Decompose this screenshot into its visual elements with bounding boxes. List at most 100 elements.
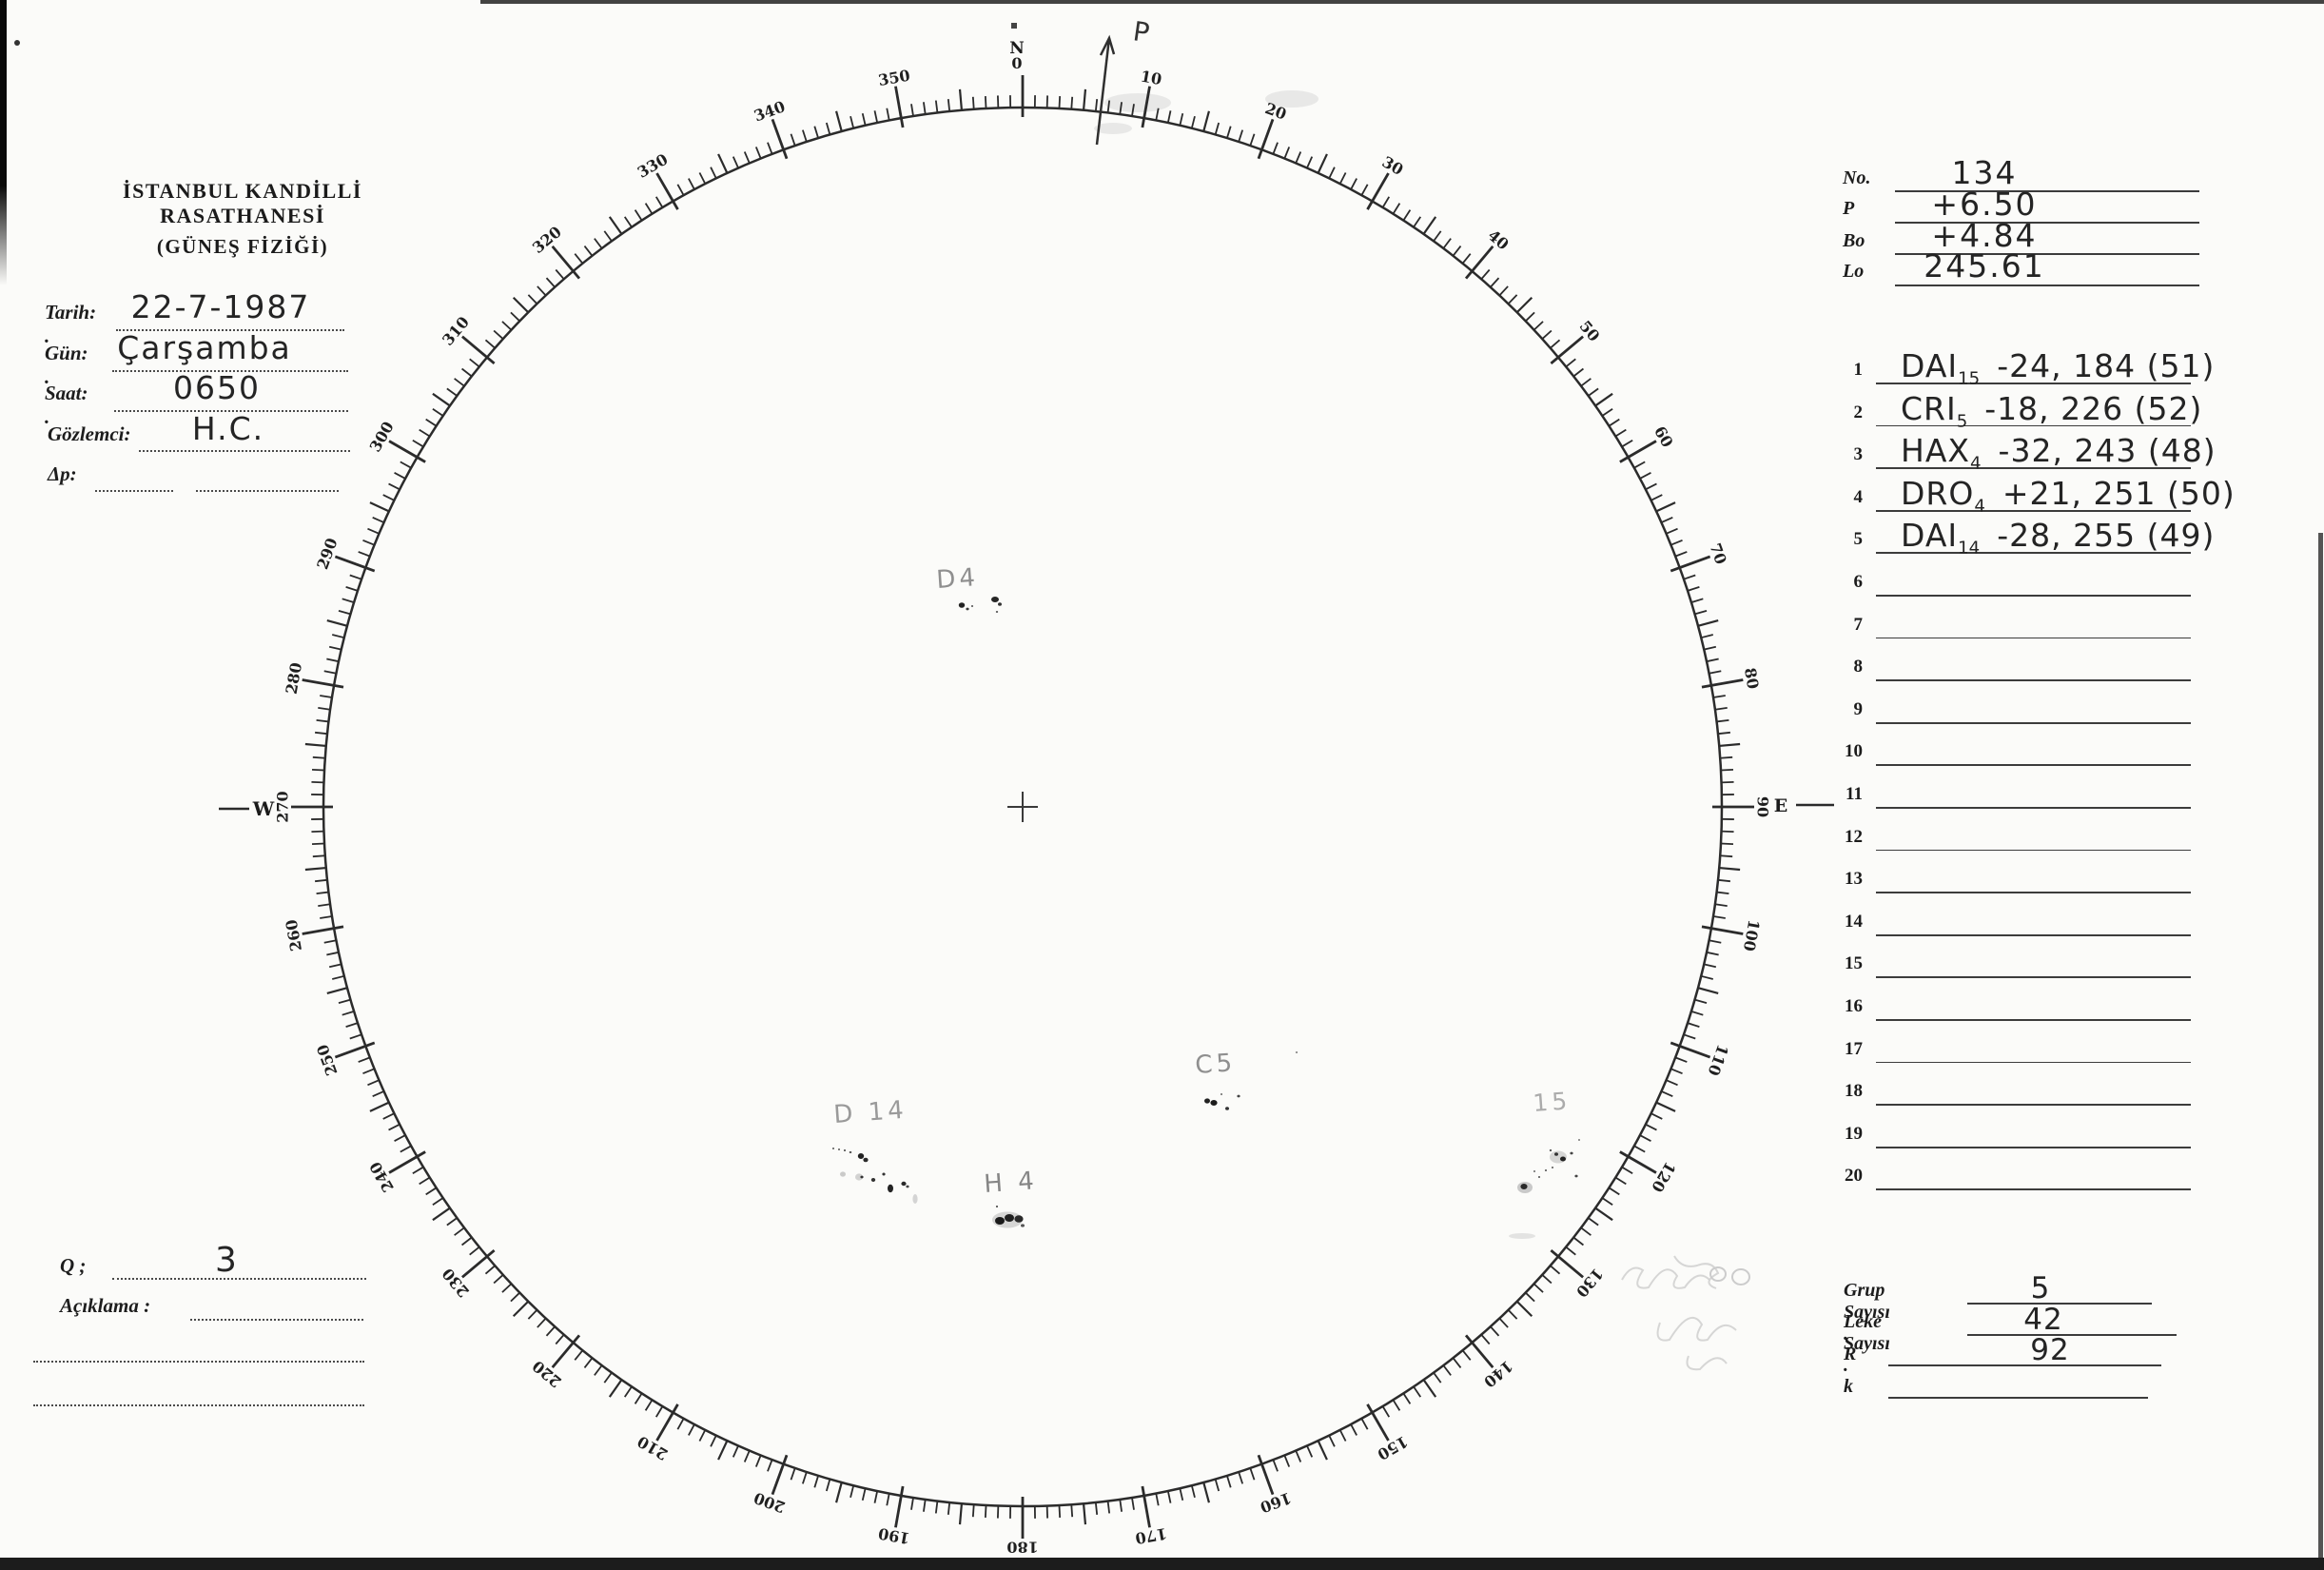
degree-tick — [1674, 1056, 1688, 1063]
degree-tick — [1719, 742, 1741, 748]
degree-tick — [1257, 118, 1275, 160]
degree-tick — [425, 418, 438, 427]
sunspot — [863, 1157, 869, 1163]
degree-label: 120 — [1648, 1159, 1679, 1195]
group-row-line — [1876, 721, 2191, 724]
group-measurements: -18, 226 (52) — [1984, 389, 2203, 427]
degree-tick — [419, 1176, 431, 1186]
degree-tick — [1402, 1392, 1412, 1404]
degree-tick — [537, 285, 547, 297]
ephemeris-line — [1895, 190, 2199, 192]
scan-speck — [1011, 23, 1017, 29]
degree-tick — [1716, 718, 1729, 723]
degree-tick — [623, 216, 633, 228]
group-row-entry: DRO4 +21, 251 (50) — [1901, 475, 2236, 516]
degree-label: 340 — [752, 97, 788, 125]
degree-tick — [1650, 1112, 1663, 1120]
sunspot — [998, 602, 1002, 606]
degree-tick — [1350, 178, 1357, 190]
group-row-line — [1876, 552, 2191, 555]
degree-tick — [634, 1392, 643, 1404]
p-axis-arrow — [1095, 37, 1111, 146]
degree-tick — [1594, 392, 1613, 407]
sunspot — [857, 1153, 865, 1159]
degree-tick — [688, 178, 695, 190]
degree-label: 350 — [877, 67, 911, 90]
degree-tick — [362, 1068, 375, 1075]
group-row-number: 17 — [1845, 1038, 1863, 1059]
degree-tick — [1155, 1493, 1160, 1506]
degree-tick — [717, 1440, 729, 1461]
group-row-entry: DAI15 -24, 184 (51) — [1901, 347, 2215, 388]
degree-tick — [334, 555, 376, 573]
degree-tick — [1490, 277, 1500, 288]
degree-tick — [1697, 987, 1719, 994]
group-row-entry: CRI5 -18, 226 (52) — [1901, 390, 2202, 431]
sunspot — [1537, 1176, 1541, 1178]
group-row-number: 3 — [1853, 444, 1864, 465]
group-row-line — [1876, 892, 2191, 893]
group-subscript: 15 — [1958, 368, 1981, 389]
degree-tick — [332, 634, 345, 639]
degree-tick — [1402, 209, 1412, 222]
degree-tick — [801, 1471, 808, 1484]
field-line — [116, 329, 344, 331]
degree-tick — [1480, 268, 1491, 280]
scan-artifact-right-edge — [2318, 533, 2323, 1570]
degree-tick — [1541, 1274, 1553, 1285]
sunspot — [1295, 1051, 1299, 1053]
degree-tick — [1272, 142, 1279, 155]
header-line-1: İSTANBUL KANDİLLİ RASATHANESİ — [123, 179, 362, 227]
degree-tick — [1094, 99, 1099, 112]
summary-label: Grup Sayısı . — [1844, 1280, 1890, 1344]
degree-tick — [1683, 574, 1696, 580]
summary-value: 42 — [2023, 1303, 2063, 1337]
sunspot-group-label: 15 — [1532, 1087, 1572, 1117]
group-row-line — [1876, 467, 2191, 469]
group-row-line — [1876, 509, 2191, 512]
degree-tick — [1650, 494, 1663, 501]
sunspot — [912, 1194, 918, 1204]
degree-tick — [1366, 172, 1390, 210]
degree-tick — [1709, 939, 1722, 944]
summary-line — [1967, 1303, 2152, 1305]
degree-tick — [583, 1357, 594, 1368]
degree-tick — [1700, 974, 1713, 980]
degree-tick — [302, 925, 344, 935]
degree-tick — [754, 1455, 762, 1467]
degree-tick — [1498, 1317, 1509, 1328]
degree-tick — [394, 1134, 406, 1142]
sunspot — [1210, 1100, 1218, 1106]
sunspot-group-label: C5 — [1194, 1049, 1237, 1080]
sunspot-group-label: D 14 — [832, 1096, 908, 1129]
degree-tick — [358, 551, 371, 558]
group-name: CRI — [1901, 389, 1957, 427]
degree-label: 310 — [439, 313, 473, 349]
degree-tick — [710, 167, 717, 179]
degree-tick — [367, 1079, 380, 1087]
degree-tick — [850, 1484, 855, 1498]
degree-tick — [1360, 184, 1369, 196]
degree-tick — [1720, 756, 1733, 759]
degree-tick — [372, 516, 384, 523]
degree-label: 220 — [529, 1357, 565, 1391]
degree-tick — [1507, 294, 1518, 304]
degree-tick — [446, 387, 458, 397]
degree-tick — [388, 1150, 426, 1174]
degree-tick — [349, 574, 362, 580]
field-line — [114, 410, 348, 412]
degree-tick — [419, 428, 431, 438]
degree-tick — [369, 1101, 390, 1112]
degree-tick — [676, 1418, 685, 1430]
degree-tick — [432, 407, 444, 417]
degree-tick — [1360, 1418, 1369, 1430]
degree-tick — [1670, 555, 1711, 573]
ephemeris-line — [1895, 222, 2199, 224]
degree-tick — [1712, 915, 1726, 919]
degree-tick — [1717, 731, 1730, 736]
degree-label: 230 — [439, 1265, 473, 1301]
scan-artifact-top-edge — [480, 0, 2324, 4]
remarks-label: Açıklama : — [60, 1294, 151, 1317]
degree-tick — [1366, 1403, 1390, 1442]
degree-tick — [1639, 1134, 1651, 1142]
